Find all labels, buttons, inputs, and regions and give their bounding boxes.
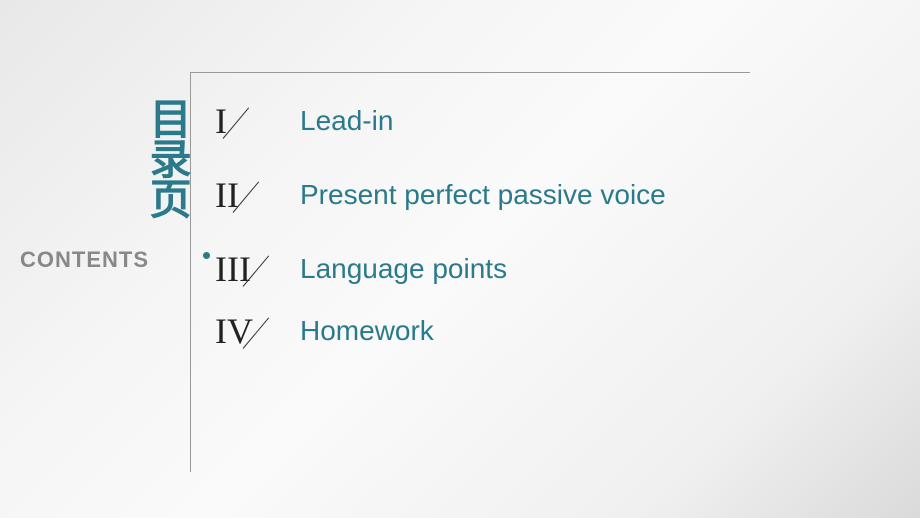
top-divider-line [190,72,750,73]
toc-item-1: I Lead-in [215,100,666,142]
roman-numeral-3: III [215,248,275,290]
content-area: 目录页 CONTENTS I Lead-in II Present perfec… [190,72,810,472]
roman-numeral-4: IV [215,310,275,352]
roman-numeral-2: II [215,174,275,216]
toc-list: I Lead-in II Present perfect passive voi… [215,100,666,384]
numeral-text: IV [215,311,253,351]
contents-english-label: CONTENTS [20,247,149,273]
chinese-title: 目录页 [145,97,189,217]
toc-item-4: IV Homework [215,310,666,352]
toc-label-3: Language points [300,253,507,285]
left-label-group: 目录页 [145,97,189,217]
toc-item-2: II Present perfect passive voice [215,174,666,216]
dot-accent-icon [203,252,210,259]
toc-item-3: III Language points [215,248,666,290]
toc-label-2: Present perfect passive voice [300,179,666,211]
toc-label-4: Homework [300,315,434,347]
toc-label-1: Lead-in [300,105,393,137]
roman-numeral-1: I [215,100,275,142]
